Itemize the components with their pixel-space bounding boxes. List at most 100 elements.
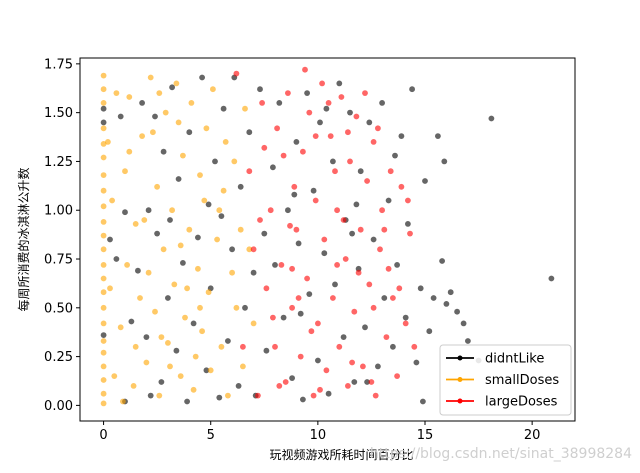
x-tick-label: 10	[310, 428, 327, 443]
data-point-largeDoses	[276, 383, 283, 389]
data-point-largeDoses	[349, 359, 355, 366]
data-point-largeDoses	[379, 207, 385, 214]
data-point-didntLike	[317, 119, 323, 126]
data-point-didntLike	[225, 338, 231, 344]
data-point-largeDoses	[261, 144, 268, 151]
data-point-largeDoses	[255, 392, 261, 399]
y-tick-label: 0.50	[44, 301, 73, 316]
data-point-smallDoses	[100, 219, 107, 225]
data-point-smallDoses	[147, 74, 154, 81]
data-point-largeDoses	[387, 168, 394, 175]
data-point-largeDoses	[375, 125, 381, 132]
data-point-didntLike	[158, 379, 165, 385]
data-point-smallDoses	[152, 308, 158, 315]
data-point-smallDoses	[100, 338, 107, 344]
data-point-largeDoses	[295, 295, 302, 301]
data-point-largeDoses	[405, 197, 411, 204]
data-point-didntLike	[195, 234, 201, 241]
data-point-largeDoses	[336, 343, 343, 350]
data-point-didntLike	[242, 304, 248, 311]
data-point-smallDoses	[165, 340, 171, 346]
data-point-smallDoses	[111, 373, 118, 379]
data-point-largeDoses	[293, 226, 300, 233]
data-point-smallDoses	[190, 386, 197, 393]
data-point-smallDoses	[122, 168, 128, 175]
legend-marker-didntLike	[457, 355, 463, 361]
data-point-didntLike	[117, 113, 124, 120]
watermark-text: https://blog.csdn.net/sinat_38998284	[370, 446, 632, 462]
data-point-didntLike	[347, 109, 353, 116]
legend-box	[439, 344, 572, 416]
data-point-didntLike	[375, 363, 381, 370]
data-point-didntLike	[379, 100, 385, 106]
data-points	[100, 66, 555, 407]
data-point-didntLike	[325, 390, 332, 397]
axis-ticks: 0 5 10 15 20 0.00 0.25 0.50 0.75 1.00 1.25 1.50 1.75	[44, 57, 540, 443]
data-point-smallDoses	[117, 324, 124, 331]
data-point-didntLike	[413, 359, 420, 366]
data-point-smallDoses	[175, 119, 182, 126]
data-point-didntLike	[135, 267, 141, 274]
data-point-didntLike	[430, 295, 437, 301]
data-point-didntLike	[398, 133, 405, 140]
data-point-didntLike	[122, 209, 128, 216]
data-point-largeDoses	[353, 113, 360, 120]
data-point-largeDoses	[366, 281, 373, 288]
data-point-largeDoses	[297, 353, 304, 360]
x-tick-label: 0	[99, 428, 107, 443]
data-point-largeDoses	[357, 226, 364, 233]
data-point-smallDoses	[192, 353, 199, 360]
data-point-didntLike	[220, 105, 227, 112]
data-point-didntLike	[447, 289, 454, 296]
data-point-smallDoses	[100, 187, 107, 194]
data-point-didntLike	[257, 86, 263, 93]
data-point-largeDoses	[334, 207, 340, 214]
data-point-smallDoses	[150, 129, 156, 136]
data-point-largeDoses	[289, 304, 295, 311]
data-point-smallDoses	[100, 363, 107, 370]
data-point-didntLike	[154, 230, 161, 237]
data-point-largeDoses	[396, 285, 403, 292]
data-point-didntLike	[107, 236, 113, 243]
data-point-didntLike	[362, 324, 368, 331]
data-point-smallDoses	[100, 390, 107, 397]
data-point-smallDoses	[233, 304, 240, 311]
data-point-didntLike	[216, 394, 223, 401]
data-point-largeDoses	[368, 379, 375, 385]
data-point-smallDoses	[225, 392, 231, 399]
data-point-largeDoses	[327, 133, 334, 140]
data-point-largeDoses	[360, 363, 366, 370]
data-point-largeDoses	[364, 178, 370, 184]
data-point-largeDoses	[300, 148, 306, 155]
data-point-largeDoses	[372, 392, 379, 399]
data-point-didntLike	[353, 201, 360, 208]
data-point-smallDoses	[100, 289, 107, 296]
data-point-smallDoses	[100, 349, 107, 356]
data-point-smallDoses	[167, 363, 173, 370]
data-point-largeDoses	[304, 275, 310, 282]
legend-marker-smallDoses	[457, 377, 463, 382]
data-point-largeDoses	[323, 367, 330, 374]
data-point-didntLike	[100, 105, 107, 112]
data-point-didntLike	[100, 332, 107, 338]
data-point-didntLike	[291, 191, 298, 198]
data-point-smallDoses	[184, 285, 191, 292]
data-point-didntLike	[364, 379, 370, 385]
x-tick-label: 15	[417, 428, 434, 443]
data-point-didntLike	[465, 338, 471, 344]
data-point-largeDoses	[362, 90, 368, 96]
data-point-largeDoses	[347, 158, 353, 165]
data-point-smallDoses	[100, 172, 107, 179]
data-point-smallDoses	[154, 183, 161, 190]
data-point-largeDoses	[330, 295, 336, 301]
data-point-didntLike	[186, 129, 193, 136]
data-point-didntLike	[443, 301, 450, 307]
data-point-largeDoses	[312, 133, 319, 140]
y-tick-label: 0.00	[44, 399, 73, 414]
data-point-didntLike	[261, 230, 268, 237]
data-point-smallDoses	[158, 334, 165, 340]
data-point-didntLike	[304, 90, 310, 96]
data-point-smallDoses	[124, 262, 130, 268]
data-point-largeDoses	[338, 94, 345, 100]
y-tick-label: 0.25	[44, 350, 73, 365]
